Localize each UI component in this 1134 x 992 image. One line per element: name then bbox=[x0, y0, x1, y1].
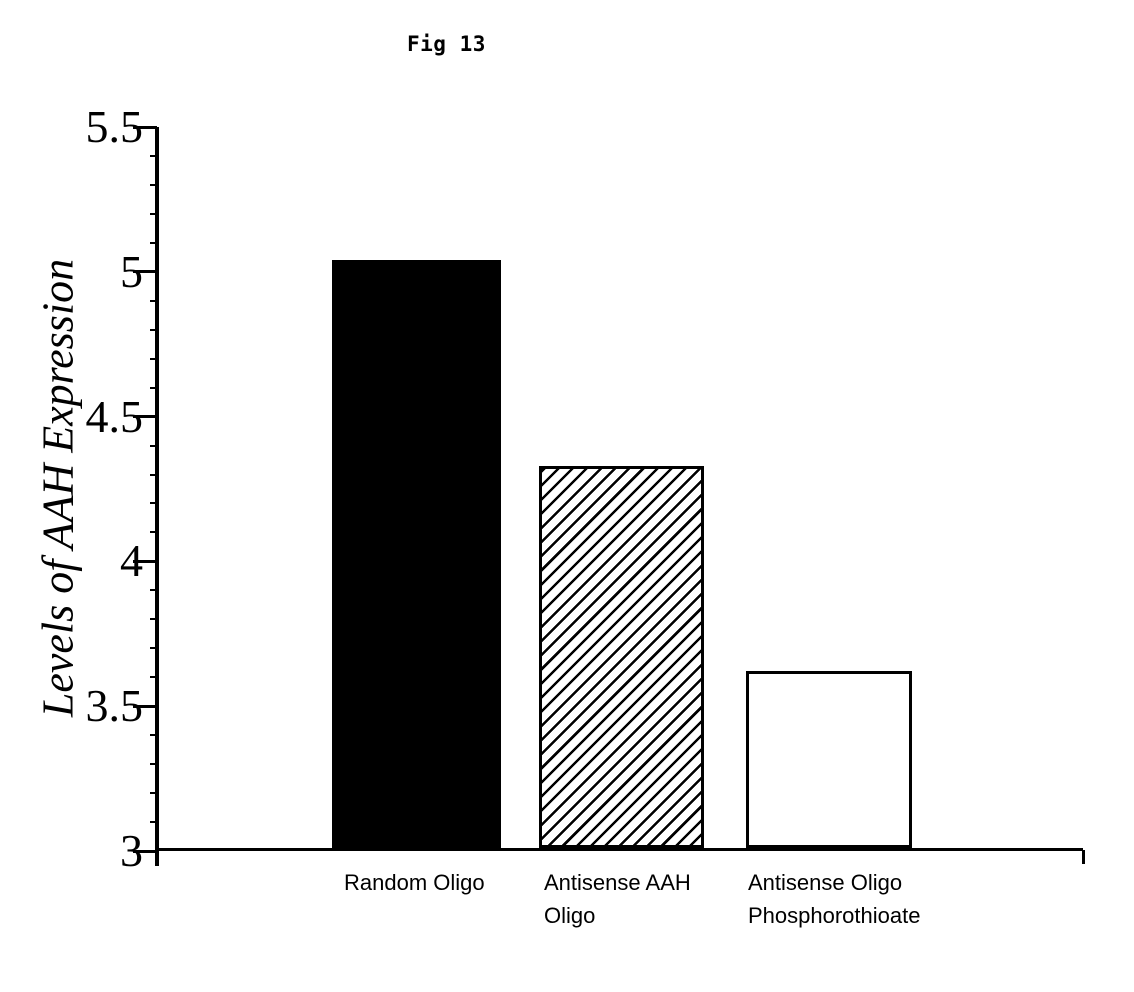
bar-3 bbox=[746, 671, 912, 848]
y-minor-tick bbox=[150, 763, 157, 766]
x-axis-label: Antisense Oligo Phosphorothioate bbox=[748, 866, 920, 932]
bar-2 bbox=[539, 465, 704, 848]
y-tick-label: 4.5 bbox=[85, 390, 144, 442]
y-minor-tick bbox=[150, 647, 157, 650]
y-minor-tick bbox=[150, 531, 157, 534]
y-minor-tick bbox=[150, 734, 157, 737]
x-axis-label: Random Oligo bbox=[344, 866, 485, 899]
x-axis-label-line: Random Oligo bbox=[344, 870, 485, 895]
bar-1 bbox=[332, 260, 501, 848]
y-tick-label: 3.5 bbox=[85, 680, 144, 732]
x-axis-label: Antisense AAH Oligo bbox=[544, 866, 691, 932]
y-tick-label: 5.5 bbox=[85, 101, 144, 152]
y-tick-label: 3 bbox=[120, 825, 143, 876]
x-axis-label-line: Antisense AAH bbox=[544, 870, 691, 895]
x-axis-label-line: Antisense Oligo bbox=[748, 870, 903, 895]
y-minor-tick bbox=[150, 241, 157, 244]
y-minor-tick bbox=[150, 473, 157, 476]
y-major-tick bbox=[133, 704, 157, 708]
y-major-tick bbox=[133, 559, 157, 563]
y-minor-tick bbox=[150, 589, 157, 592]
y-minor-tick bbox=[150, 183, 157, 186]
y-minor-tick bbox=[150, 357, 157, 360]
x-axis-end-tick bbox=[1082, 850, 1085, 864]
y-major-tick bbox=[133, 415, 157, 419]
y-minor-tick bbox=[150, 444, 157, 447]
y-minor-tick bbox=[150, 676, 157, 679]
y-minor-tick bbox=[150, 212, 157, 215]
figure-title: Fig 13 bbox=[407, 32, 486, 56]
y-major-tick bbox=[133, 270, 157, 274]
y-minor-tick bbox=[150, 154, 157, 157]
y-minor-tick bbox=[150, 328, 157, 331]
y-axis-underhang bbox=[155, 850, 159, 866]
y-minor-tick bbox=[150, 299, 157, 302]
x-axis-label-line: Oligo bbox=[544, 903, 596, 928]
y-tick-label: 4 bbox=[120, 535, 143, 587]
y-major-tick bbox=[133, 125, 157, 129]
y-tick-label: 5 bbox=[120, 245, 143, 297]
y-major-tick bbox=[133, 849, 157, 853]
y-minor-tick bbox=[150, 502, 157, 505]
y-minor-tick bbox=[150, 792, 157, 795]
plot-area: 5.5 5 4.5 4 3.5 3 Random Oligo Antisense AAH Ol… bbox=[86, 101, 1085, 928]
y-minor-tick bbox=[150, 618, 157, 621]
y-minor-tick bbox=[150, 821, 157, 824]
y-axis-title: Levels of AAH Expression bbox=[33, 258, 83, 718]
x-axis-label-line: Phosphorothioate bbox=[748, 903, 921, 928]
y-minor-tick bbox=[150, 386, 157, 389]
